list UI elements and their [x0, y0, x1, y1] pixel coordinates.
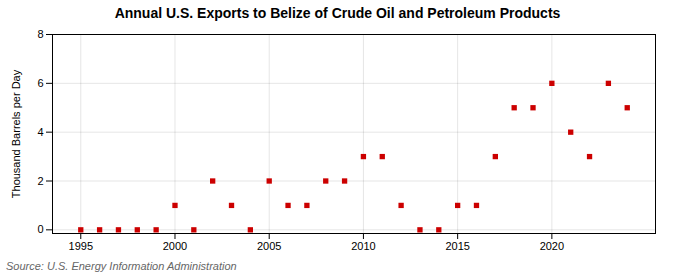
svg-text:8: 8 [37, 28, 43, 40]
svg-text:2020: 2020 [540, 240, 564, 252]
svg-text:Thousand Barrels per Day: Thousand Barrels per Day [10, 69, 22, 198]
svg-text:6: 6 [37, 77, 43, 89]
html-text:Source: U.S. Energy Informatio: Source: U.S. Energy Information Administ… [6, 260, 237, 272]
svg-text:2015: 2015 [445, 240, 469, 252]
svg-text:4: 4 [37, 126, 43, 138]
svg-text:2000: 2000 [163, 240, 187, 252]
svg-text:2010: 2010 [351, 240, 375, 252]
svg-text:2: 2 [37, 175, 43, 187]
svg-text:1995: 1995 [69, 240, 93, 252]
svg-text:0: 0 [37, 223, 43, 235]
svg-text:2005: 2005 [257, 240, 281, 252]
html-text:Annual U.S. Exports to Belize: Annual U.S. Exports to Belize of Crude O… [114, 5, 561, 21]
